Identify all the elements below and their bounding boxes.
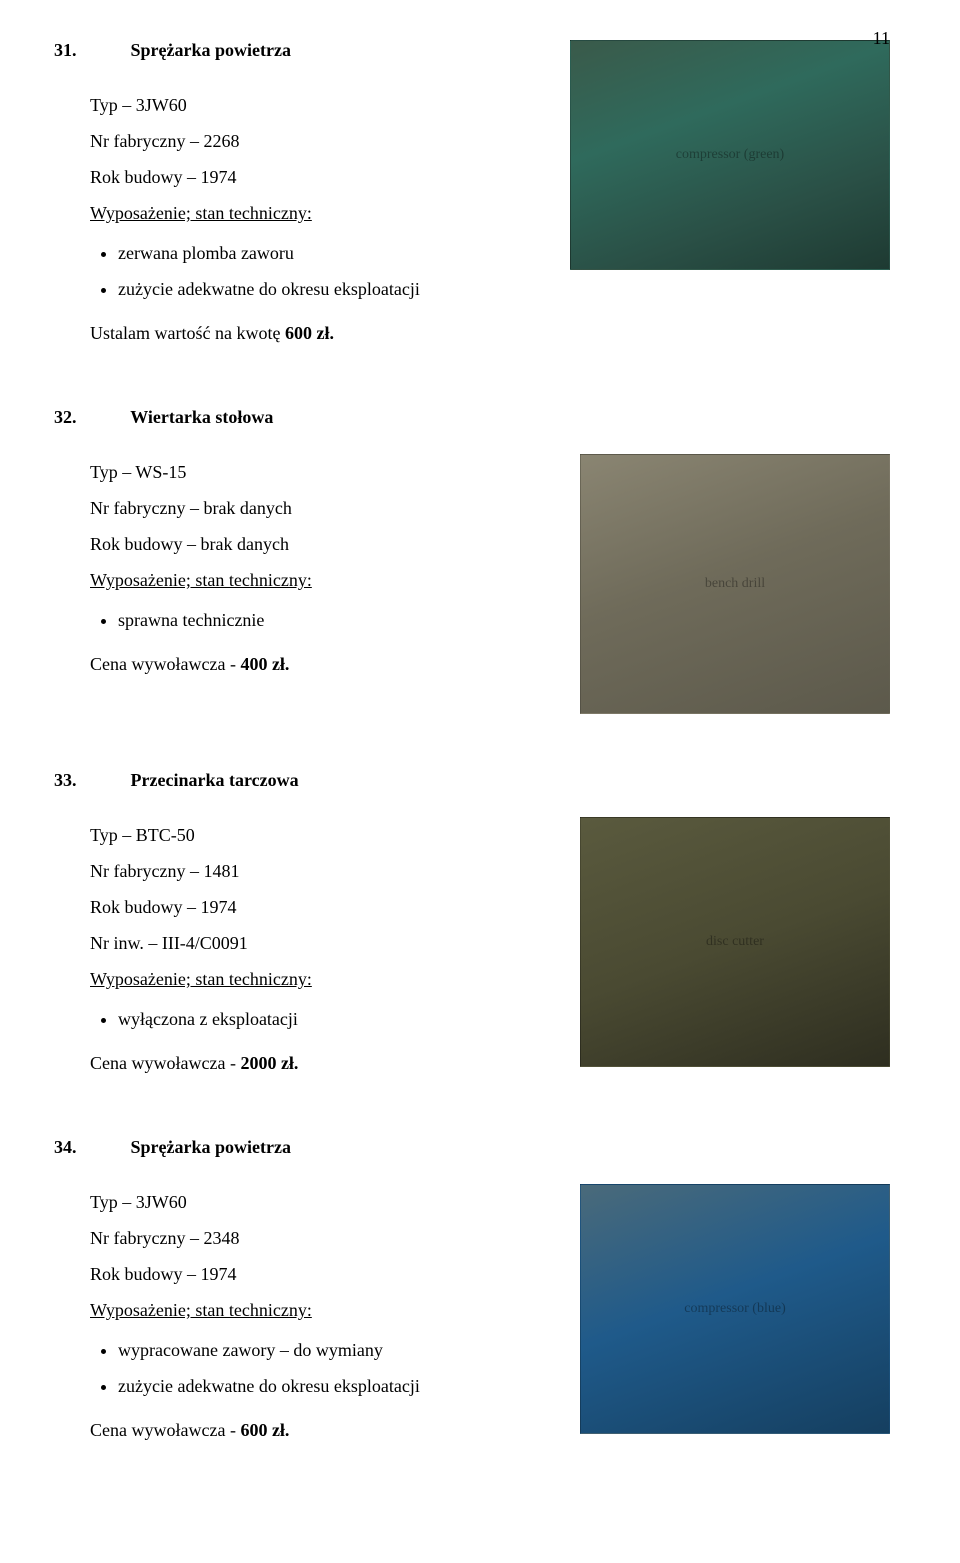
equipment-label: Wyposażenie; stan techniczny: <box>90 562 556 598</box>
spec-line: Rok budowy – 1974 <box>90 1256 556 1292</box>
heading-number: 34. <box>90 1137 126 1158</box>
valuation-value: 600 zł. <box>240 1420 289 1440</box>
section-33: 33. Przecinarka tarczowa Typ – BTC-50 Nr… <box>90 770 890 1081</box>
valuation-line: Ustalam wartość na kwotę 600 zł. <box>90 315 546 351</box>
equipment-label: Wyposażenie; stan techniczny: <box>90 1292 556 1328</box>
bullet-list: wypracowane zawory – do wymiany zużycie … <box>90 1332 556 1404</box>
heading-number: 33. <box>90 770 126 791</box>
spec-line: Nr fabryczny – 1481 <box>90 853 556 889</box>
bullet-item: wypracowane zawory – do wymiany <box>118 1332 556 1368</box>
bullet-list: zerwana plomba zaworu zużycie adekwatne … <box>90 235 546 307</box>
valuation-value: 2000 zł. <box>240 1053 298 1073</box>
spec-line: Rok budowy – brak danych <box>90 526 556 562</box>
spec-line: Nr inw. – III-4/C0091 <box>90 925 556 961</box>
section-heading: 34. Sprężarka powietrza <box>90 1137 890 1158</box>
valuation-value: 400 zł. <box>240 654 289 674</box>
spec-line: Rok budowy – 1974 <box>90 889 556 925</box>
spec-line: Nr fabryczny – 2268 <box>90 123 546 159</box>
spec-line: Rok budowy – 1974 <box>90 159 546 195</box>
bullet-item: zerwana plomba zaworu <box>118 235 546 271</box>
valuation-prefix: Cena wywoławcza - <box>90 1053 240 1073</box>
spec-line: Nr fabryczny – brak danych <box>90 490 556 526</box>
valuation-line: Cena wywoławcza - 600 zł. <box>90 1412 556 1448</box>
section-heading: 33. Przecinarka tarczowa <box>90 770 890 791</box>
valuation-prefix: Cena wywoławcza - <box>90 654 240 674</box>
valuation-prefix: Ustalam wartość na kwotę <box>90 323 285 343</box>
heading-title: Przecinarka tarczowa <box>131 770 299 790</box>
valuation-value: 600 zł. <box>285 323 334 343</box>
item-photo: disc cutter <box>580 817 890 1067</box>
spec-line: Nr fabryczny – 2348 <box>90 1220 556 1256</box>
equipment-label: Wyposażenie; stan techniczny: <box>90 961 556 997</box>
bullet-item: wyłączona z eksploatacji <box>118 1001 556 1037</box>
bullet-item: zużycie adekwatne do okresu eksploatacji <box>118 1368 556 1404</box>
heading-title: Wiertarka stołowa <box>130 407 273 427</box>
section-heading: 32. Wiertarka stołowa <box>90 407 890 428</box>
bullet-list: wyłączona z eksploatacji <box>90 1001 556 1037</box>
spec-line: Typ – 3JW60 <box>90 87 546 123</box>
bullet-list: sprawna technicznie <box>90 602 556 638</box>
spec-line: Typ – 3JW60 <box>90 1184 556 1220</box>
bullet-item: zużycie adekwatne do okresu eksploatacji <box>118 271 546 307</box>
heading-title: Sprężarka powietrza <box>131 40 291 60</box>
section-34: 34. Sprężarka powietrza Typ – 3JW60 Nr f… <box>90 1137 890 1448</box>
section-heading: 31. Sprężarka powietrza <box>90 40 546 61</box>
heading-title: Sprężarka powietrza <box>131 1137 291 1157</box>
page-number: 11 <box>873 28 890 49</box>
bullet-item: sprawna technicznie <box>118 602 556 638</box>
section-32: 32. Wiertarka stołowa Typ – WS-15 Nr fab… <box>90 407 890 714</box>
item-photo: compressor (green) <box>570 40 890 270</box>
section-31: 31. Sprężarka powietrza Typ – 3JW60 Nr f… <box>90 40 890 351</box>
item-photo: compressor (blue) <box>580 1184 890 1434</box>
valuation-line: Cena wywoławcza - 400 zł. <box>90 646 556 682</box>
heading-number: 32. <box>90 407 126 428</box>
spec-line: Typ – BTC-50 <box>90 817 556 853</box>
valuation-line: Cena wywoławcza - 2000 zł. <box>90 1045 556 1081</box>
heading-number: 31. <box>90 40 126 61</box>
item-photo: bench drill <box>580 454 890 714</box>
spec-line: Typ – WS-15 <box>90 454 556 490</box>
page: 11 31. Sprężarka powietrza Typ – 3JW60 N… <box>0 0 960 1563</box>
equipment-label: Wyposażenie; stan techniczny: <box>90 195 546 231</box>
valuation-prefix: Cena wywoławcza - <box>90 1420 240 1440</box>
